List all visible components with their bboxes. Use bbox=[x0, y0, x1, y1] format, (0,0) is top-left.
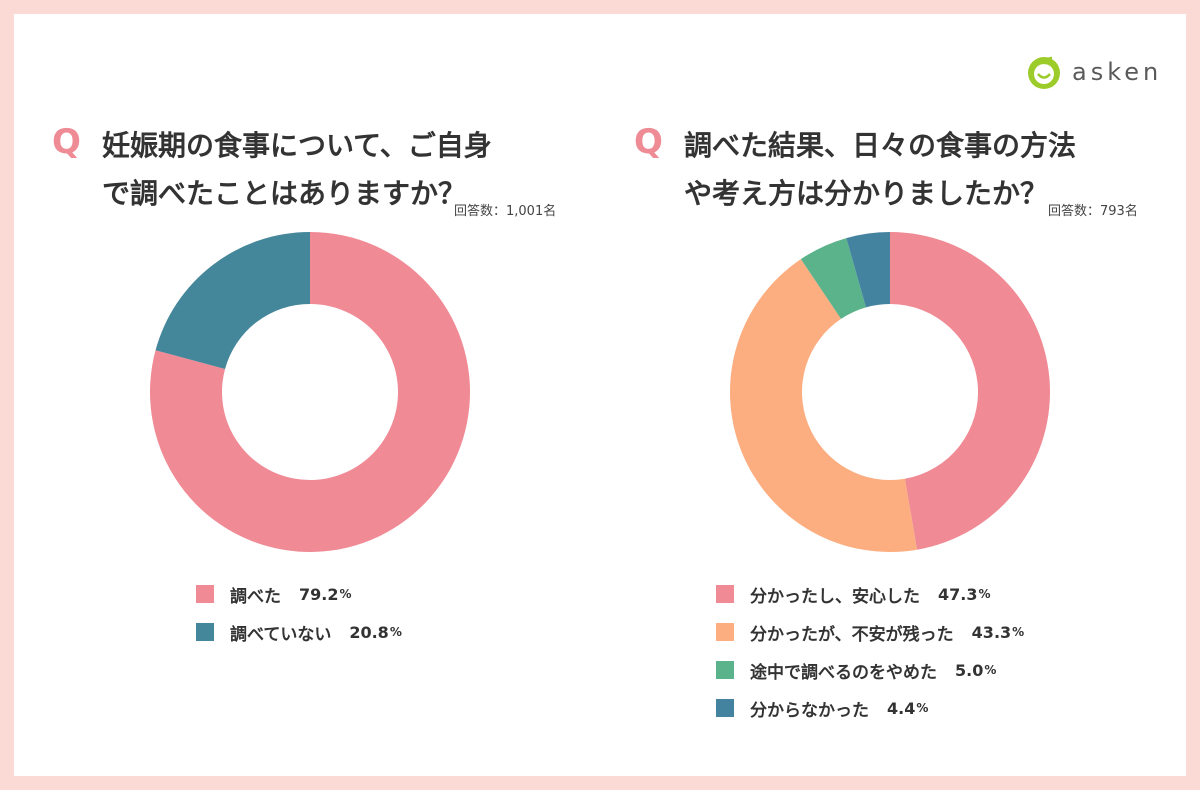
legend-label: 調べていない bbox=[230, 624, 332, 645]
legend-2: 分かったし、安心した 47.3% 分かったが、不安が残った 43.3% 途中で調べるのを… bbox=[716, 582, 1024, 734]
donut-2-slice-2 bbox=[730, 259, 918, 552]
question-1-title-line-1: 妊娠期の食事について、ご自身 bbox=[102, 129, 492, 162]
q-mark: Q bbox=[634, 122, 663, 162]
legend-value: 4.4 bbox=[887, 698, 916, 718]
question-2-title-line-2: や考え方は分かりましたか？ bbox=[684, 177, 1049, 210]
legend-percent-sign: % bbox=[389, 625, 402, 639]
infographic-card: asken Q 妊娠期の食事について、ご自身 で調べたことはありますか？ 回答数… bbox=[14, 14, 1186, 776]
question-1-title-line-2: で調べたことはありますか？ bbox=[102, 177, 467, 210]
donut-1-slice-1 bbox=[150, 232, 470, 552]
legend-swatch bbox=[196, 623, 214, 641]
legend-percent-sign: % bbox=[984, 663, 997, 677]
legend-label: 調べた bbox=[230, 586, 281, 607]
donut-2-slice-3 bbox=[800, 238, 866, 319]
legend-item: 分からなかった 4.4% bbox=[716, 696, 1024, 721]
question-1-respondents: 回答数：1,001名 bbox=[454, 204, 557, 219]
legend-value: 43.3 bbox=[971, 622, 1012, 642]
legend-value: 79.2 bbox=[299, 584, 339, 604]
brand-name: asken bbox=[1072, 58, 1163, 86]
legend-swatch bbox=[196, 585, 214, 603]
question-2-respondents: 回答数：793名 bbox=[1048, 204, 1138, 219]
donut-2-slice-4 bbox=[846, 232, 890, 308]
brand-logo: asken bbox=[1026, 54, 1162, 90]
legend-label: 分からなかった bbox=[750, 700, 869, 721]
legend-label: 途中で調べるのをやめた bbox=[750, 662, 937, 683]
legend-value: 5.0 bbox=[955, 660, 984, 680]
legend-swatch bbox=[716, 699, 734, 717]
donut-1-slice-2 bbox=[155, 232, 310, 370]
legend-value: 47.3 bbox=[938, 584, 978, 604]
question-2-title-line-1: 調べた結果、日々の食事の方法 bbox=[684, 129, 1077, 162]
legend-item: 調べた 79.2% bbox=[196, 582, 402, 607]
legend-percent-sign: % bbox=[1012, 625, 1025, 639]
question-1-title: 妊娠期の食事について、ご自身 で調べたことはありますか？ bbox=[102, 122, 492, 218]
legend-percent-sign: % bbox=[978, 587, 991, 601]
question-2-title: 調べた結果、日々の食事の方法 や考え方は分かりましたか？ bbox=[684, 122, 1076, 218]
legend-swatch bbox=[716, 661, 734, 679]
legend-label: 分かったが、不安が残った bbox=[750, 624, 954, 645]
donut-2-slice-1 bbox=[890, 232, 1050, 550]
legend-swatch bbox=[716, 623, 734, 641]
legend-value: 20.8 bbox=[349, 622, 389, 642]
legend-swatch bbox=[716, 585, 734, 603]
q-mark: Q bbox=[52, 122, 81, 162]
legend-item: 分かったが、不安が残った 43.3% bbox=[716, 620, 1025, 645]
legend-item: 調べていない 20.8% bbox=[196, 620, 402, 645]
legend-item: 途中で調べるのをやめた 5.0% bbox=[716, 658, 1024, 683]
donut-chart-2 bbox=[730, 232, 1050, 552]
apple-logo-icon bbox=[1028, 56, 1060, 89]
donut-chart-1 bbox=[150, 232, 470, 552]
legend-percent-sign: % bbox=[339, 587, 352, 601]
legend-label: 分かったし、安心した bbox=[750, 586, 920, 607]
legend-1: 調べた 79.2% 調べていない 20.8% bbox=[196, 582, 402, 658]
legend-percent-sign: % bbox=[916, 701, 929, 715]
legend-item: 分かったし、安心した 47.3% bbox=[716, 582, 1024, 607]
